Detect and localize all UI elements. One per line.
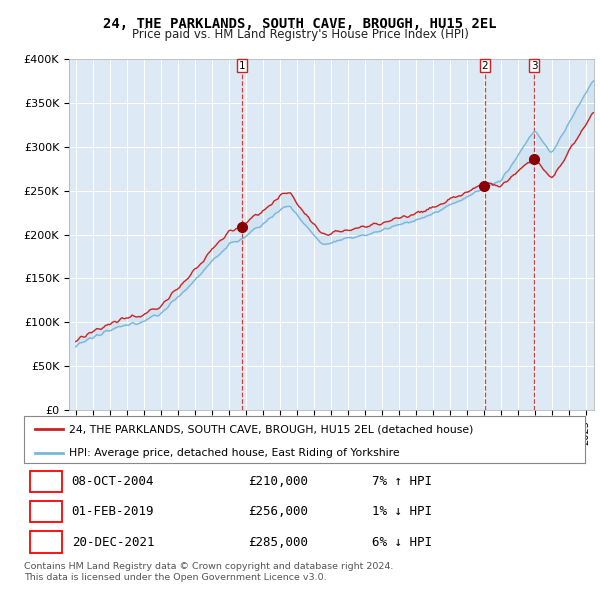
Text: 6% ↓ HPI: 6% ↓ HPI bbox=[372, 536, 432, 549]
Text: 7% ↑ HPI: 7% ↑ HPI bbox=[372, 475, 432, 488]
Text: 2: 2 bbox=[482, 61, 488, 71]
Text: 3: 3 bbox=[42, 536, 50, 549]
Text: 24, THE PARKLANDS, SOUTH CAVE, BROUGH, HU15 2EL (detached house): 24, THE PARKLANDS, SOUTH CAVE, BROUGH, H… bbox=[69, 424, 473, 434]
Text: This data is licensed under the Open Government Licence v3.0.: This data is licensed under the Open Gov… bbox=[24, 573, 326, 582]
Text: £210,000: £210,000 bbox=[248, 475, 308, 488]
FancyBboxPatch shape bbox=[29, 502, 62, 522]
Text: 2: 2 bbox=[42, 505, 50, 519]
Text: £256,000: £256,000 bbox=[248, 505, 308, 519]
Text: 3: 3 bbox=[531, 61, 538, 71]
Text: HPI: Average price, detached house, East Riding of Yorkshire: HPI: Average price, detached house, East… bbox=[69, 448, 400, 458]
Text: 24, THE PARKLANDS, SOUTH CAVE, BROUGH, HU15 2EL: 24, THE PARKLANDS, SOUTH CAVE, BROUGH, H… bbox=[103, 17, 497, 31]
Text: 01-FEB-2019: 01-FEB-2019 bbox=[71, 505, 154, 519]
Text: 08-OCT-2004: 08-OCT-2004 bbox=[71, 475, 154, 488]
Text: Price paid vs. HM Land Registry's House Price Index (HPI): Price paid vs. HM Land Registry's House … bbox=[131, 28, 469, 41]
FancyBboxPatch shape bbox=[29, 471, 62, 492]
FancyBboxPatch shape bbox=[29, 532, 62, 552]
Text: 20-DEC-2021: 20-DEC-2021 bbox=[71, 536, 154, 549]
Text: 1: 1 bbox=[238, 61, 245, 71]
Text: £285,000: £285,000 bbox=[248, 536, 308, 549]
Text: 1: 1 bbox=[42, 475, 50, 488]
Text: Contains HM Land Registry data © Crown copyright and database right 2024.: Contains HM Land Registry data © Crown c… bbox=[24, 562, 394, 571]
Text: 1% ↓ HPI: 1% ↓ HPI bbox=[372, 505, 432, 519]
